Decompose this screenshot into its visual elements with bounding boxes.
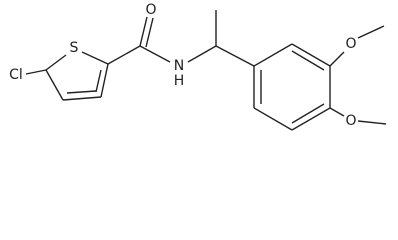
bond (25, 69, 47, 75)
atom-label: O (345, 113, 356, 129)
atom-label: H (174, 73, 185, 89)
bond (145, 17, 154, 48)
atom-label: N (174, 58, 184, 74)
bond (357, 120, 387, 125)
atom-labels: Cl S O N H O O (9, 2, 356, 129)
bond (291, 43, 331, 67)
bond (357, 25, 385, 39)
atom-label: O (145, 2, 156, 18)
bond (95, 69, 102, 93)
atom-label: S (70, 40, 79, 56)
bond (107, 45, 141, 65)
atom-label: Cl (9, 67, 23, 83)
bond (139, 45, 171, 63)
bond (139, 16, 148, 47)
bond (291, 107, 331, 131)
bond (291, 50, 325, 71)
bond (66, 90, 97, 94)
bond (253, 43, 293, 67)
molecule-diagram: Cl S O N H O O (9, 2, 387, 131)
bond (215, 45, 255, 67)
bond (45, 69, 64, 101)
bond (291, 103, 325, 124)
bond (187, 45, 217, 63)
bond (100, 63, 109, 98)
bond (45, 54, 67, 71)
bond (329, 107, 345, 117)
bond (253, 107, 293, 131)
atom-label: O (345, 36, 356, 52)
bond (81, 51, 109, 65)
bonds (25, 10, 387, 131)
bond (329, 51, 345, 67)
bond (62, 96, 102, 101)
